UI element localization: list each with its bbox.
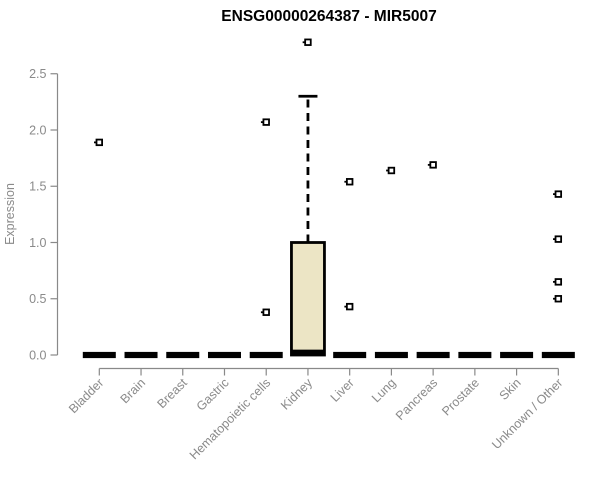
outlier-square (429, 161, 437, 169)
outlier-square (262, 118, 270, 126)
outlier-point (553, 235, 563, 243)
outlier-point (553, 278, 563, 286)
outlier-square (95, 138, 103, 147)
box-skin (500, 351, 534, 359)
x-tick-label-skin: Skin (497, 376, 524, 403)
chart-title: ENSG00000264387 - MIR5007 (221, 8, 436, 25)
x-tick-label-prostate: Prostate (439, 376, 482, 419)
median-bar (124, 351, 158, 359)
box-liver (333, 178, 367, 359)
x-tick-label-unknown-other: Unknown / Other (489, 376, 565, 452)
x-tick-label-lung: Lung (369, 376, 399, 406)
box-breast (166, 351, 200, 359)
y-tick-label: 2.0 (29, 123, 46, 137)
outlier-point (427, 161, 437, 169)
outlier-point (260, 308, 270, 316)
y-axis-label: Expression (3, 183, 17, 245)
outlier-square (554, 235, 563, 243)
y-tick-label: 1.0 (29, 236, 46, 250)
outlier-point (94, 138, 103, 147)
median-bar (333, 351, 367, 359)
box-lung (374, 166, 408, 359)
x-tick-label-liver: Liver (328, 376, 357, 405)
box-unknown-other (541, 190, 575, 359)
outlier-point (386, 166, 396, 175)
box-kidney (290, 38, 326, 357)
median-bar (374, 351, 408, 359)
y-tick-label: 1.5 (29, 180, 46, 194)
outlier-square (554, 295, 563, 303)
boxes-group (82, 38, 575, 359)
outlier-point (553, 190, 563, 198)
x-tick-label-kidney: Kidney (278, 375, 315, 412)
outlier-point (302, 38, 312, 46)
median-bar (166, 351, 200, 359)
outlier-square (345, 178, 354, 186)
y-tick-label: 2.5 (29, 67, 46, 81)
outlier-square (554, 278, 563, 286)
box-bladder (82, 138, 116, 359)
median-bar (207, 351, 241, 359)
y-tick-label: 0.5 (29, 292, 46, 306)
median-bar (291, 349, 325, 356)
median-bar (416, 351, 450, 359)
outlier-square (554, 190, 563, 198)
outlier-square (262, 308, 270, 316)
outlier-square (345, 302, 354, 311)
x-tick-label-gastric: Gastric (194, 376, 232, 414)
median-bar (500, 351, 534, 359)
outlier-point (553, 295, 563, 303)
median-bar (541, 351, 575, 359)
y-tick-label: 0.0 (29, 348, 46, 362)
box-hematopoietic-cells (249, 118, 283, 359)
outlier-point (260, 118, 270, 126)
x-tick-label-hematopoietic-cells: Hematopoietic cells (187, 376, 274, 463)
iqr-box (290, 241, 326, 357)
x-tick-label-breast: Breast (154, 375, 190, 411)
x-tick-label-brain: Brain (118, 376, 149, 407)
box-prostate (458, 351, 492, 359)
box-gastric (207, 351, 241, 359)
outlier-point (344, 178, 354, 186)
outlier-square (304, 38, 312, 46)
x-tick-label-pancreas: Pancreas (393, 376, 440, 423)
median-bar (249, 351, 283, 359)
outlier-point (344, 302, 354, 311)
box-brain (124, 351, 158, 359)
median-bar (82, 351, 116, 359)
x-tick-label-bladder: Bladder (66, 376, 106, 416)
outlier-square (387, 166, 396, 175)
median-bar (458, 351, 492, 359)
box-pancreas (416, 161, 450, 359)
